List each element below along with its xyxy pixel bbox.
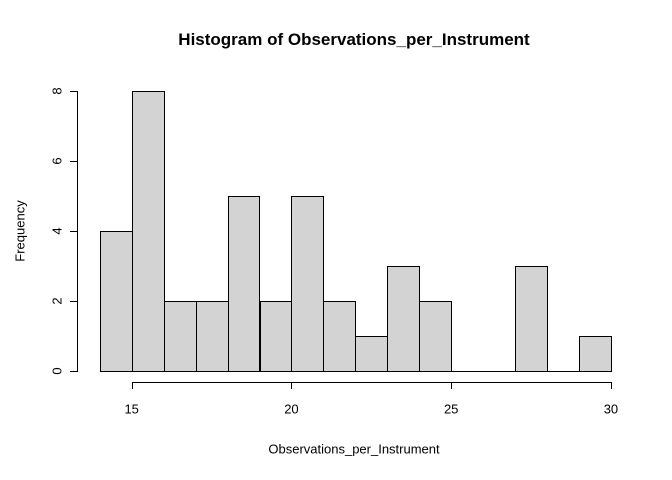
x-axis-tick <box>610 382 612 389</box>
x-tick-label: 15 <box>124 401 139 417</box>
histogram-bar <box>227 196 261 372</box>
histogram-bar <box>419 301 453 372</box>
histogram-bar <box>515 266 549 372</box>
histogram-bar <box>259 301 293 372</box>
x-tick-label: 20 <box>284 401 299 417</box>
y-tick-label: 8 <box>49 87 65 95</box>
y-tick-label: 6 <box>49 157 65 165</box>
x-axis-tick <box>291 382 293 389</box>
x-axis-label: Observations_per_Instrument <box>268 441 440 457</box>
histogram-bar <box>323 301 357 372</box>
y-axis-line <box>77 91 78 372</box>
histogram-bar <box>131 91 165 372</box>
histogram-bar <box>355 336 389 372</box>
y-tick-label: 0 <box>49 367 65 375</box>
x-axis-line <box>131 382 612 383</box>
histogram-bar <box>195 301 229 372</box>
histogram-bar <box>99 231 133 372</box>
y-axis-tick <box>70 161 77 162</box>
y-tick-label: 2 <box>49 297 65 305</box>
x-tick-label: 30 <box>603 401 619 417</box>
histogram-bar <box>387 266 421 372</box>
x-axis-tick <box>451 382 453 389</box>
histogram-bar <box>163 301 197 372</box>
x-axis-tick <box>131 382 133 389</box>
y-axis-tick <box>70 371 77 372</box>
y-axis-tick <box>70 231 77 232</box>
histogram-bar <box>291 196 325 372</box>
y-tick-label: 4 <box>49 227 65 235</box>
histogram-bar <box>579 336 612 372</box>
y-axis-tick <box>70 301 77 302</box>
y-axis-label: Frequency <box>12 200 28 262</box>
x-tick-label: 25 <box>443 401 459 417</box>
chart-title: Histogram of Observations_per_Instrument <box>178 30 530 49</box>
y-axis-tick <box>70 91 77 92</box>
